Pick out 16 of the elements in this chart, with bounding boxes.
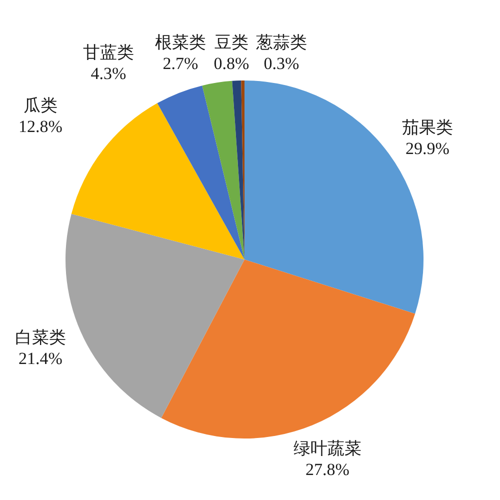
slice-label: 瓜类: [24, 96, 58, 115]
slice-label: 甘蓝类: [83, 43, 134, 62]
data-label: 2.7%: [162, 54, 198, 73]
data-label: 4.3%: [90, 64, 126, 83]
data-label: 21.4%: [18, 349, 62, 368]
slice-label: 茄果类: [402, 118, 453, 137]
data-label: 0.3%: [264, 54, 300, 73]
data-label: 12.8%: [18, 117, 62, 136]
data-label: 0.8%: [214, 54, 250, 73]
slice-label: 根菜类: [155, 33, 206, 52]
slice-label: 葱蒜类: [256, 33, 307, 52]
slice-label: 绿叶蔬菜: [294, 439, 362, 458]
data-label: 27.8%: [306, 460, 350, 479]
slice-label: 白菜类: [15, 328, 66, 347]
slice-label: 豆类: [214, 33, 248, 52]
data-label: 29.9%: [406, 139, 450, 158]
